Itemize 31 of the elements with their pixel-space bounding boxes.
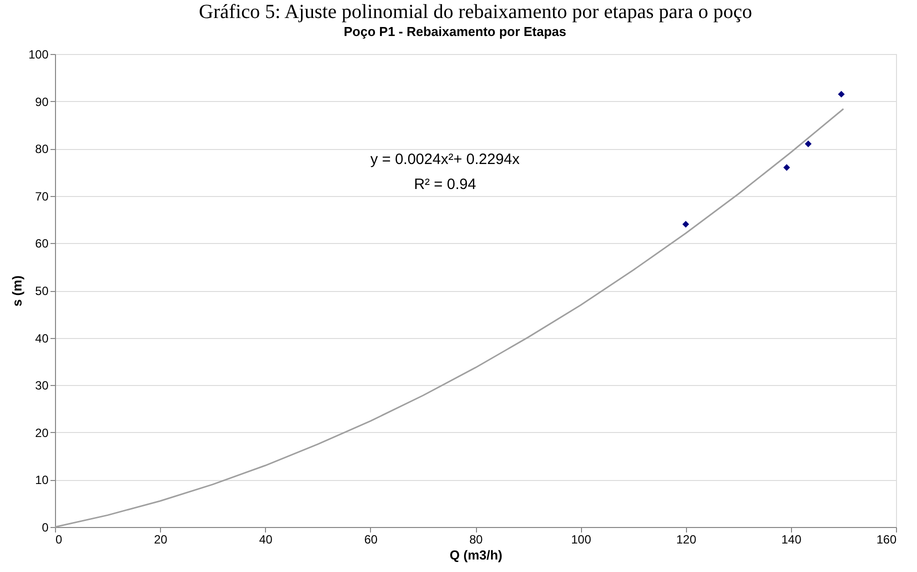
line-series <box>54 108 844 528</box>
x-tick-label: 120 <box>676 532 697 546</box>
y-tick-label: 70 <box>35 189 49 204</box>
x-tick-label: 160 <box>876 532 897 546</box>
x-tick-label: 80 <box>469 532 483 546</box>
y-tick-label: 30 <box>35 378 49 393</box>
point <box>804 140 812 148</box>
x-tick-label: 140 <box>781 532 802 546</box>
x-axis-title: Q (m3/h) <box>450 548 502 562</box>
x-tick-label: 100 <box>571 532 592 546</box>
y-tick-label: 50 <box>35 284 49 298</box>
y-axis-title: s (m) <box>9 275 24 307</box>
y-tick-label: 0 <box>42 520 49 534</box>
chart-title: Poço P1 - Rebaixamento por Etapas <box>344 24 566 39</box>
point <box>783 164 790 171</box>
x-tick-label: 0 <box>56 532 62 546</box>
annotation: R² = 0.94 <box>414 176 476 193</box>
annotation: y = 0.0024x²+ 0.2294x <box>370 151 520 168</box>
x-tick-label: 40 <box>259 532 273 546</box>
y-tick-label: 40 <box>35 331 49 346</box>
x-tick-label: 60 <box>364 532 378 546</box>
y-tick-label: 100 <box>28 48 49 62</box>
point <box>838 90 845 98</box>
point <box>682 220 690 228</box>
text: Gráfico 5: Ajuste polinomial do rebaixamento por etapas para o poço <box>198 1 752 23</box>
y-tick-label: 10 <box>35 473 49 488</box>
y-tick-label: 60 <box>35 236 49 251</box>
y-tick-label: 80 <box>35 142 49 156</box>
y-tick-label: 20 <box>35 426 49 440</box>
x-tick-label: 20 <box>154 532 168 546</box>
y-tick-label: 90 <box>35 94 49 109</box>
